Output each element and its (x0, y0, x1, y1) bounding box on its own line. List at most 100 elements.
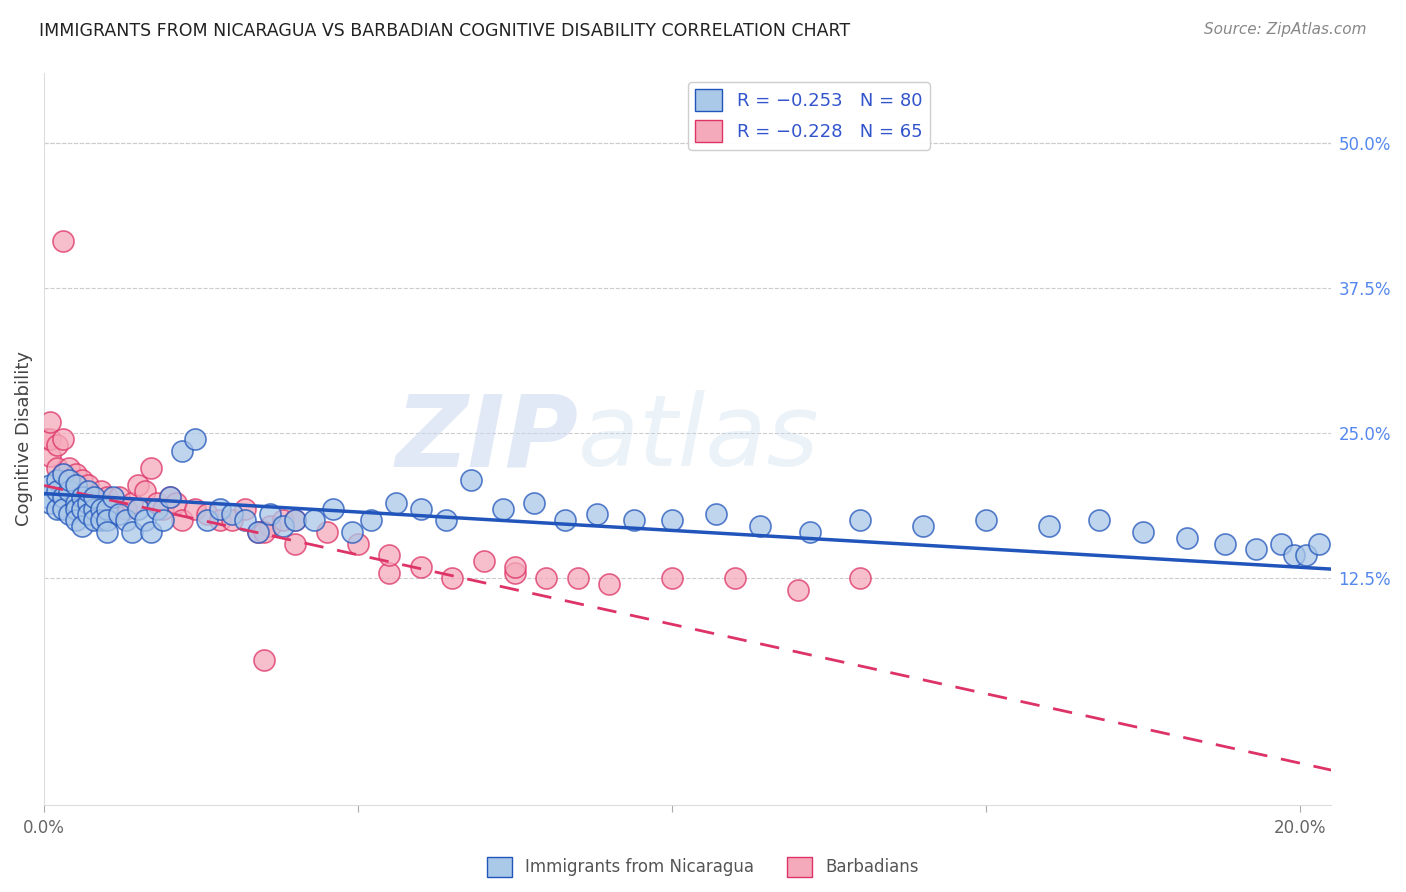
Point (271, 519, 294, 533)
Point (146, 496, 169, 510)
Point (849, 513, 872, 527)
Point (77, 478, 100, 492)
Point (233, 501, 256, 516)
Point (58, 473, 80, 487)
Point (65, 513, 87, 527)
Point (52, 490, 75, 504)
Point (114, 501, 136, 516)
Point (45, 461, 67, 475)
Point (70, 490, 93, 504)
Point (409, 559, 432, 574)
Point (1308, 536, 1330, 550)
Point (1088, 513, 1111, 527)
Point (90, 513, 112, 527)
Point (83, 513, 105, 527)
Point (83, 490, 105, 504)
Point (567, 571, 589, 585)
Point (108, 508, 131, 522)
Point (103, 501, 125, 516)
Point (152, 501, 174, 516)
Point (70, 501, 93, 516)
Point (35, 432, 58, 446)
Point (172, 443, 194, 458)
Point (139, 524, 162, 539)
Point (246, 524, 269, 539)
Point (598, 577, 620, 591)
Point (849, 571, 872, 585)
Point (661, 513, 683, 527)
Point (284, 513, 307, 527)
Point (77, 508, 100, 522)
Point (1244, 542, 1267, 557)
Point (58, 508, 80, 522)
Point (77, 484, 100, 499)
Point (340, 524, 363, 539)
Point (284, 513, 307, 527)
Point (460, 473, 482, 487)
Point (90, 484, 112, 499)
Point (96, 524, 118, 539)
Point (259, 508, 281, 522)
Point (491, 501, 513, 516)
Point (70, 519, 93, 533)
Point (253, 524, 276, 539)
Point (623, 513, 645, 527)
Y-axis label: Cognitive Disability: Cognitive Disability (15, 351, 32, 526)
Point (974, 513, 997, 527)
Point (1038, 519, 1060, 533)
Point (1295, 548, 1317, 562)
Point (58, 473, 80, 487)
Point (45, 438, 67, 452)
Point (1282, 548, 1305, 562)
Point (253, 653, 276, 667)
Point (70, 473, 93, 487)
Point (127, 478, 149, 492)
Point (384, 496, 406, 510)
Text: Source: ZipAtlas.com: Source: ZipAtlas.com (1204, 22, 1367, 37)
Point (1270, 536, 1292, 550)
Point (434, 513, 457, 527)
Point (184, 501, 207, 516)
Point (70, 490, 93, 504)
Point (184, 432, 207, 446)
Text: IMMIGRANTS FROM NICARAGUA VS BARBADIAN COGNITIVE DISABILITY CORRELATION CHART: IMMIGRANTS FROM NICARAGUA VS BARBADIAN C… (39, 22, 851, 40)
Point (70, 484, 93, 499)
Point (378, 566, 401, 580)
Point (114, 513, 136, 527)
Point (1132, 524, 1154, 539)
Point (121, 524, 143, 539)
Point (523, 496, 546, 510)
Point (58, 490, 80, 504)
Point (65, 478, 87, 492)
Point (39, 432, 62, 446)
Point (52, 467, 75, 481)
Point (45, 473, 67, 487)
Point (315, 524, 337, 539)
Point (347, 536, 370, 550)
Point (246, 524, 269, 539)
Point (77, 501, 100, 516)
Point (45, 484, 67, 499)
Text: ZIP: ZIP (395, 391, 578, 487)
Point (58, 484, 80, 499)
Legend: R = −0.253   N = 80, R = −0.228   N = 65: R = −0.253 N = 80, R = −0.228 N = 65 (688, 82, 929, 150)
Point (39, 496, 62, 510)
Point (799, 524, 821, 539)
Point (134, 484, 156, 499)
Point (83, 501, 105, 516)
Point (65, 490, 87, 504)
Point (302, 513, 325, 527)
Point (96, 501, 118, 516)
Point (65, 496, 87, 510)
Point (96, 513, 118, 527)
Point (96, 490, 118, 504)
Point (912, 519, 935, 533)
Point (704, 508, 727, 522)
Point (724, 571, 747, 585)
Point (661, 571, 683, 585)
Point (378, 548, 401, 562)
Point (322, 501, 344, 516)
Point (103, 490, 125, 504)
Point (127, 501, 149, 516)
Point (108, 490, 131, 504)
